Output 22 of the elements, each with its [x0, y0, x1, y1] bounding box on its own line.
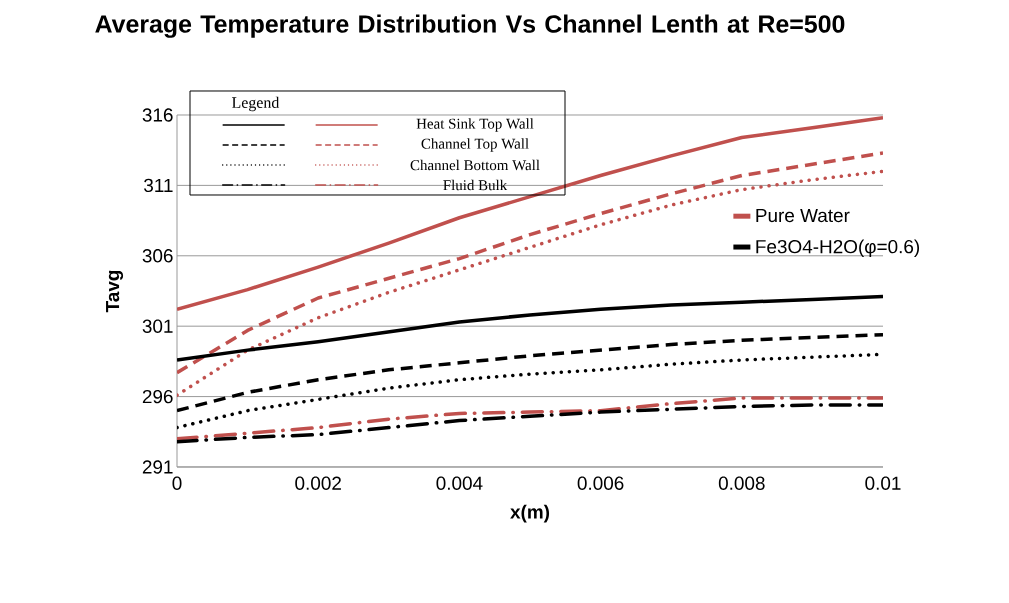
y-axis-title: Tavg: [106, 270, 124, 313]
legend-label: Fe3O4-H2O(φ=0.6): [756, 239, 920, 258]
chart-title: Average Temperature Distribution Vs Channel Lenth at Re=500: [95, 14, 845, 38]
x-tick-label: 0.01: [865, 476, 901, 490]
annotation: Heat Sink Top Wall: [416, 118, 534, 132]
x-tick-label: 0.002: [295, 476, 341, 490]
annotation: Channel Bottom Wall: [410, 159, 540, 171]
legend-title: Legend: [231, 96, 280, 112]
annotation: Channel Top Wall: [421, 138, 529, 152]
y-tick-label: 316: [142, 108, 173, 122]
x-tick-label: 0.008: [718, 476, 765, 490]
y-tick-label: 301: [142, 319, 173, 333]
y-tick-label: 306: [142, 249, 173, 263]
annotation: Fluid Bulk: [443, 179, 508, 191]
y-tick-label: 291: [142, 460, 173, 474]
x-axis-title: x(m): [510, 504, 550, 523]
x-tick-label: 0.004: [436, 476, 483, 490]
legend-label: Pure Water: [756, 208, 850, 223]
x-tick-label: 0: [172, 476, 182, 490]
x-tick-label: 0.006: [577, 476, 624, 490]
y-tick-label: 296: [142, 389, 173, 404]
y-tick-label: 311: [144, 178, 173, 193]
